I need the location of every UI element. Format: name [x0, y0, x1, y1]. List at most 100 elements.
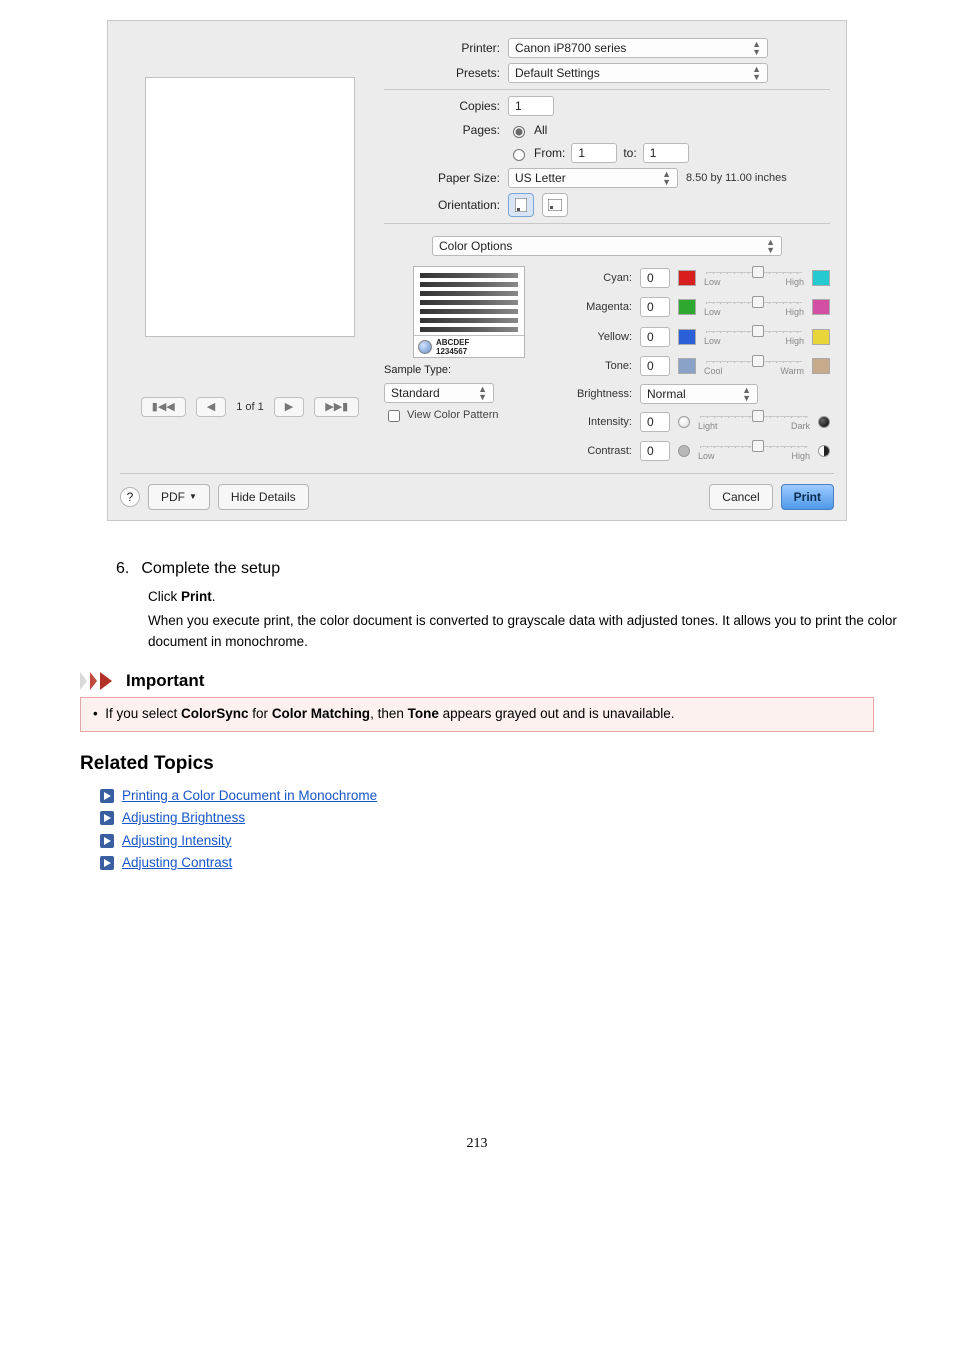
magenta-high-swatch [812, 299, 830, 315]
magenta-input[interactable]: 0 [640, 297, 670, 317]
hide-details-button[interactable]: Hide Details [218, 484, 309, 510]
txt: . [212, 589, 216, 604]
paper-size-select[interactable]: US Letter ▲▼ [508, 168, 678, 188]
select-arrows-icon: ▲▼ [766, 238, 775, 254]
link-intensity[interactable]: Adjusting Intensity [122, 831, 232, 851]
copies-input[interactable]: 1 [508, 96, 554, 116]
cyan-low-swatch [678, 270, 696, 286]
intensity-light-icon [678, 416, 690, 428]
pages-all-radio[interactable] [513, 126, 525, 138]
cyan-input[interactable]: 0 [640, 268, 670, 288]
footer-left: ? PDF ▼ Hide Details [120, 484, 309, 510]
sample-footer-text: ABCDEF 1234567 [436, 338, 469, 356]
page: ▮◀◀ ◀ 1 of 1 ▶ ▶▶▮ Printer: Canon iP8700… [0, 0, 954, 1194]
link-contrast[interactable]: Adjusting Contrast [122, 853, 232, 873]
sample-type-select[interactable]: Standard ▲▼ [384, 383, 494, 403]
presets-select[interactable]: Default Settings ▲▼ [508, 63, 768, 83]
printer-select[interactable]: Canon iP8700 series ▲▼ [508, 38, 768, 58]
separator [384, 89, 830, 90]
colormatching-bold: Color Matching [272, 706, 370, 721]
portrait-icon [515, 198, 527, 212]
tone-label: Tone: [572, 358, 632, 375]
step-body: Click Print. When you execute print, the… [40, 587, 914, 652]
intensity-dark-icon [818, 416, 830, 428]
contrast-high-icon [818, 445, 830, 457]
orientation-portrait-button[interactable] [508, 193, 534, 217]
print-button[interactable]: Print [781, 484, 834, 510]
landscape-icon [548, 199, 562, 211]
magenta-row: Magenta: 0 LowHigh [572, 296, 830, 320]
link-brightness[interactable]: Adjusting Brightness [122, 808, 245, 828]
from-input[interactable]: 1 [571, 143, 617, 163]
help-button[interactable]: ? [120, 487, 140, 507]
paper-size-value: US Letter [515, 169, 566, 187]
yellow-slider[interactable] [704, 325, 804, 339]
intensity-label: Intensity: [572, 414, 632, 431]
tone-slider-col: CoolWarm [704, 355, 804, 379]
list-item: Printing a Color Document in Monochrome [100, 786, 914, 806]
intensity-input[interactable]: 0 [640, 412, 670, 432]
magenta-low-swatch [678, 299, 696, 315]
intensity-slider[interactable] [698, 410, 810, 424]
controls-column: Cyan: 0 LowHigh Ma [572, 266, 830, 463]
from-value: 1 [578, 144, 585, 162]
from-label: From: [534, 144, 565, 162]
yellow-slider-col: LowHigh [704, 325, 804, 349]
view-color-pattern-option[interactable]: View Color Pattern [384, 407, 554, 425]
txt: appears grayed out and is unavailable. [439, 706, 675, 721]
select-arrows-icon: ▲▼ [752, 65, 761, 81]
important-title: Important [126, 668, 204, 694]
cancel-button[interactable]: Cancel [709, 484, 772, 510]
presets-value: Default Settings [515, 64, 600, 82]
yellow-value: 0 [647, 328, 654, 346]
pages-from-radio[interactable] [513, 149, 525, 161]
cyan-slider-col: LowHigh [704, 266, 804, 290]
contrast-input[interactable]: 0 [640, 441, 670, 461]
copies-row: Copies: 1 [384, 96, 830, 116]
txt: Click [148, 589, 181, 604]
explain-line: When you execute print, the color docume… [148, 611, 914, 652]
section-select[interactable]: Color Options ▲▼ [432, 236, 782, 256]
step-6: 6. Complete the setup [40, 557, 914, 581]
yellow-label: Yellow: [572, 329, 632, 346]
arrow-icon [100, 811, 114, 825]
yellow-low-swatch [678, 329, 696, 345]
related-topics-heading: Related Topics [80, 750, 914, 779]
select-arrows-icon: ▲▼ [662, 170, 671, 186]
pages-all-option[interactable]: All [508, 121, 689, 139]
preview-column: ▮◀◀ ◀ 1 of 1 ▶ ▶▶▮ [120, 31, 380, 463]
paper-dimensions: 8.50 by 11.00 inches [686, 170, 787, 187]
yellow-input[interactable]: 0 [640, 327, 670, 347]
orientation-landscape-button[interactable] [542, 193, 568, 217]
nav-prev-button[interactable]: ◀ [196, 397, 226, 418]
intensity-row: Intensity: 0 LightDark [572, 410, 830, 434]
related-links: Printing a Color Document in Monochrome … [100, 786, 914, 873]
click-print-line: Click Print. [148, 587, 914, 607]
nav-last-button[interactable]: ▶▶▮ [314, 397, 359, 418]
contrast-slider[interactable] [698, 440, 810, 454]
magenta-value: 0 [647, 298, 654, 316]
printer-label: Printer: [384, 39, 500, 57]
arrow-icon [100, 789, 114, 803]
important-heading: Important [80, 668, 914, 694]
brightness-select[interactable]: Normal ▲▼ [640, 384, 758, 404]
view-color-pattern-label: View Color Pattern [407, 407, 499, 424]
important-icon [80, 672, 118, 690]
pages-range-option[interactable]: From: 1 to: 1 [508, 143, 689, 163]
select-arrows-icon: ▲▼ [478, 385, 487, 401]
printer-value: Canon iP8700 series [515, 39, 626, 57]
view-color-pattern-checkbox[interactable] [388, 410, 400, 422]
to-input[interactable]: 1 [643, 143, 689, 163]
tone-bold: Tone [408, 706, 439, 721]
sample-image: ABCDEF 1234567 [413, 266, 525, 358]
intensity-slider-col: LightDark [698, 410, 810, 434]
cyan-slider[interactable] [704, 266, 804, 280]
nav-next-button[interactable]: ▶ [274, 397, 304, 418]
magenta-slider[interactable] [704, 296, 804, 310]
pdf-button[interactable]: PDF ▼ [148, 484, 210, 510]
link-monochrome[interactable]: Printing a Color Document in Monochrome [122, 786, 377, 806]
nav-first-button[interactable]: ▮◀◀ [141, 397, 186, 418]
tone-input[interactable]: 0 [640, 356, 670, 376]
tone-slider[interactable] [704, 355, 804, 369]
list-item: Adjusting Intensity [100, 831, 914, 851]
